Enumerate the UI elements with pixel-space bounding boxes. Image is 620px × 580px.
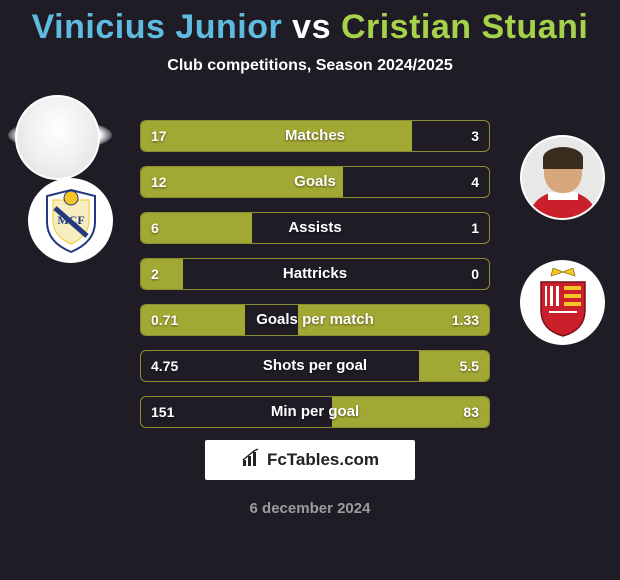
stat-row: 124Goals	[140, 166, 490, 198]
stat-label: Goals per match	[141, 305, 489, 335]
stat-label: Shots per goal	[141, 351, 489, 381]
stat-row: 0.711.33Goals per match	[140, 304, 490, 336]
player1-club-crest: MCF	[28, 178, 113, 263]
stat-row: 15183Min per goal	[140, 396, 490, 428]
comparison-date: 6 december 2024	[0, 500, 620, 517]
player2-club-crest	[520, 260, 605, 345]
stat-row: 20Hattricks	[140, 258, 490, 290]
stat-label: Goals	[141, 167, 489, 197]
real-madrid-crest-icon: MCF	[43, 188, 99, 254]
girona-crest-icon	[533, 268, 593, 338]
branding-text: FcTables.com	[267, 450, 379, 470]
player2-name: Cristian Stuani	[341, 8, 588, 46]
stat-row: 173Matches	[140, 120, 490, 152]
svg-text:MCF: MCF	[57, 213, 84, 227]
fctables-logo-icon	[241, 448, 261, 473]
stat-label: Min per goal	[141, 397, 489, 427]
player1-name: Vinicius Junior	[32, 8, 283, 46]
stat-label: Assists	[141, 213, 489, 243]
vs-separator: vs	[282, 8, 341, 46]
stat-label: Hattricks	[141, 259, 489, 289]
comparison-title: Vinicius Junior vs Cristian Stuani	[0, 0, 620, 47]
branding-badge[interactable]: FcTables.com	[205, 440, 415, 480]
stats-container: 173Matches 124Goals 61Assists 20Hattricks 0.…	[140, 120, 490, 442]
season-subtitle: Club competitions, Season 2024/2025	[0, 57, 620, 75]
player1-portrait	[15, 95, 100, 180]
stat-label: Matches	[141, 121, 489, 151]
player2-portrait	[520, 135, 605, 220]
stat-row: 4.755.5Shots per goal	[140, 350, 490, 382]
stat-row: 61Assists	[140, 212, 490, 244]
